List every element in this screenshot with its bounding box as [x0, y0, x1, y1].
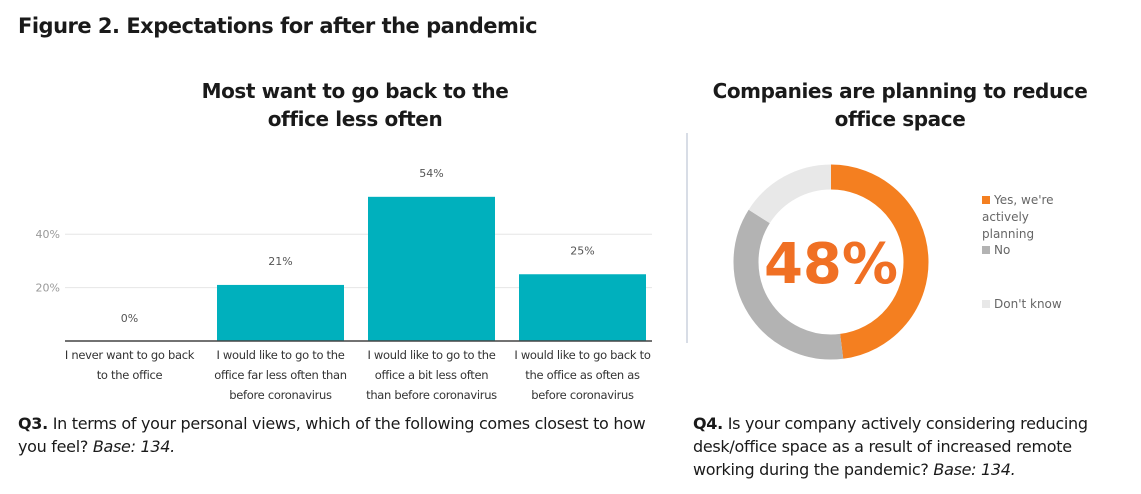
legend-swatch	[982, 246, 990, 254]
donut-segment	[748, 164, 832, 224]
q4-number: Q4.	[693, 414, 723, 433]
category-label: I would like to go to the office a bit l…	[366, 348, 497, 402]
legend-label: Don't know	[994, 297, 1062, 311]
data-label: 0%	[121, 312, 138, 325]
bar	[368, 196, 495, 341]
donut-segment	[733, 209, 844, 360]
legend-item: Don't know	[982, 296, 1077, 313]
q4-text: Is your company actively considering red…	[693, 414, 1088, 479]
q3-number: Q3.	[18, 414, 48, 433]
bar	[519, 274, 646, 341]
y-tick-label: 40%	[36, 228, 60, 241]
question-q3: Q3. In terms of your personal views, whi…	[18, 412, 658, 458]
data-label: 25%	[570, 244, 594, 257]
donut-segment	[830, 164, 929, 359]
q4-base: Base: 134.	[933, 460, 1016, 479]
data-label: 21%	[268, 255, 292, 268]
bar-chart: 20% 40% 0% 21% 54% 25%	[36, 167, 652, 342]
legend-item: Yes, we're actively planning	[982, 192, 1077, 243]
divider	[686, 133, 688, 343]
legend-label: Yes, we're actively planning	[982, 193, 1054, 241]
figure-title: Figure 2. Expectations for after the pan…	[18, 14, 538, 38]
q3-text: In terms of your personal views, which o…	[18, 414, 646, 456]
y-tick-label: 20%	[36, 282, 60, 295]
bar	[217, 284, 344, 341]
category-label: I would like to go to the office far les…	[214, 348, 347, 402]
bar-chart-title: Most want to go back to the office less …	[201, 79, 509, 131]
question-q4: Q4. Is your company actively considering…	[693, 412, 1133, 481]
q3-base: Base: 134.	[92, 437, 175, 456]
donut-chart-title: Companies are planning to reduce office …	[712, 79, 1088, 131]
center-label: 48%	[764, 232, 898, 297]
category-label: I would like to go back to the office as…	[514, 348, 651, 402]
legend-swatch	[982, 196, 990, 204]
category-label: I never want to go back to the office	[64, 348, 195, 382]
donut-chart: 48%	[733, 164, 929, 360]
legend-swatch	[982, 300, 990, 308]
data-label: 54%	[419, 167, 443, 180]
legend-label: No	[994, 243, 1011, 257]
legend-item: No	[982, 242, 1077, 259]
